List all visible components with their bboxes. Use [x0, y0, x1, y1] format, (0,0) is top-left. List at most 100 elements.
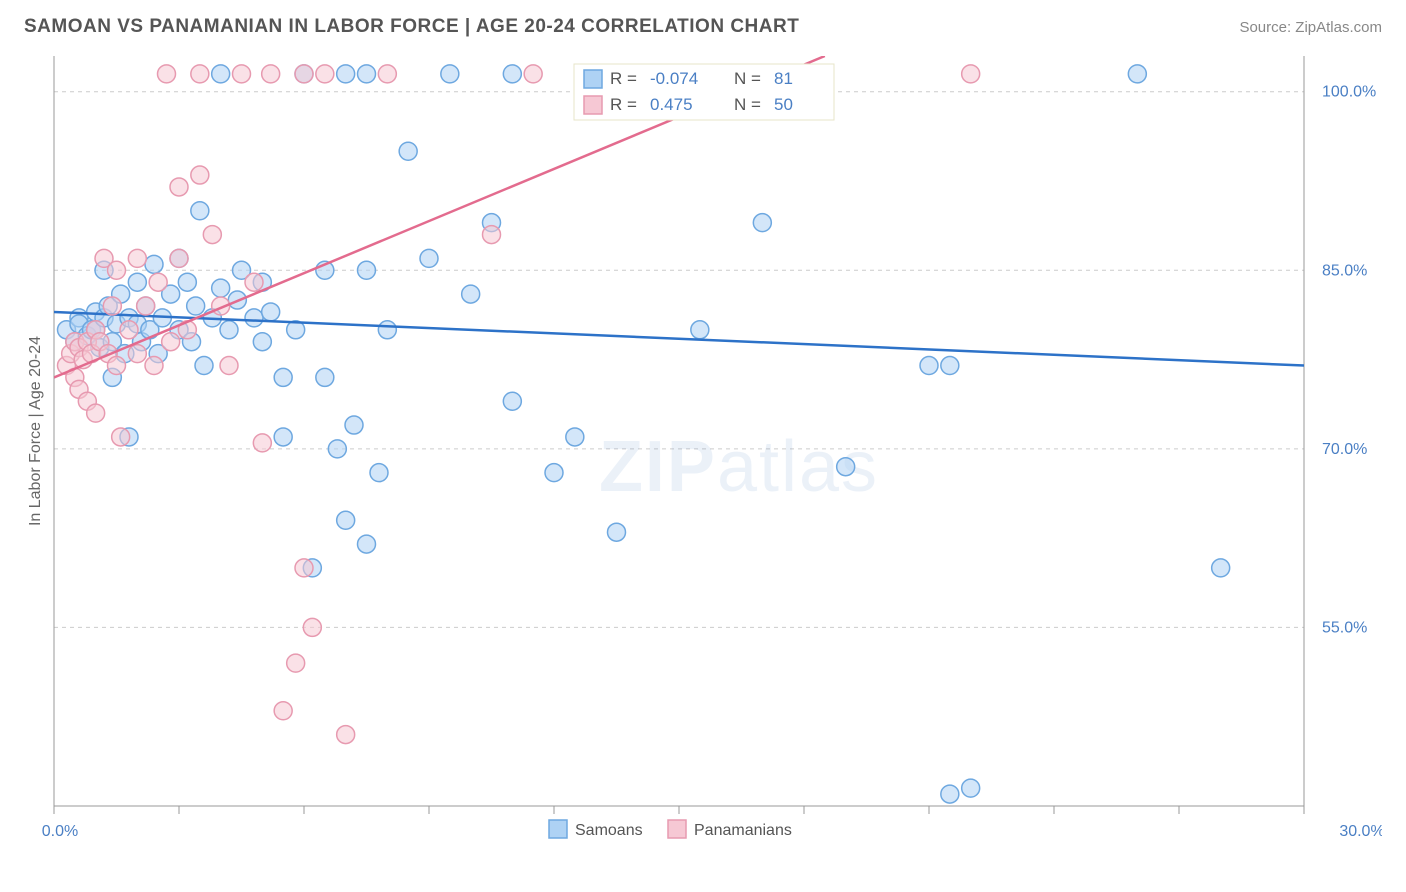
- data-point: [233, 65, 251, 83]
- data-point: [274, 368, 292, 386]
- corr-r-label: R =: [610, 69, 637, 88]
- data-point: [483, 226, 501, 244]
- corr-r-value: -0.074: [650, 69, 698, 88]
- data-point: [358, 261, 376, 279]
- y-tick-label: 55.0%: [1322, 619, 1367, 636]
- data-point: [337, 726, 355, 744]
- data-point: [262, 303, 280, 321]
- data-point: [337, 511, 355, 529]
- data-point: [691, 321, 709, 339]
- legend-label: Panamanians: [694, 822, 792, 839]
- data-point: [120, 321, 138, 339]
- data-point: [566, 428, 584, 446]
- data-point: [203, 226, 221, 244]
- data-point: [378, 321, 396, 339]
- data-point: [191, 166, 209, 184]
- data-point: [220, 321, 238, 339]
- data-point: [191, 202, 209, 220]
- data-point: [941, 357, 959, 375]
- legend-swatch: [584, 70, 602, 88]
- data-point: [399, 142, 417, 160]
- data-point: [378, 65, 396, 83]
- data-point: [274, 428, 292, 446]
- corr-n-label: N =: [734, 95, 761, 114]
- data-point: [112, 428, 130, 446]
- data-point: [503, 65, 521, 83]
- legend-swatch: [549, 820, 567, 838]
- y-axis-label: In Labor Force | Age 20-24: [27, 336, 44, 526]
- y-tick-label: 85.0%: [1322, 262, 1367, 279]
- data-point: [370, 464, 388, 482]
- data-point: [253, 434, 271, 452]
- data-point: [920, 357, 938, 375]
- data-point: [145, 357, 163, 375]
- data-point: [941, 785, 959, 803]
- data-point: [608, 523, 626, 541]
- data-point: [220, 357, 238, 375]
- data-point: [103, 297, 121, 315]
- data-point: [195, 357, 213, 375]
- data-point: [108, 357, 126, 375]
- data-point: [137, 297, 155, 315]
- corr-r-value: 0.475: [650, 95, 693, 114]
- legend-label: Samoans: [575, 822, 643, 839]
- data-point: [274, 702, 292, 720]
- data-point: [158, 65, 176, 83]
- data-point: [162, 333, 180, 351]
- data-point: [245, 309, 263, 327]
- corr-n-label: N =: [734, 69, 761, 88]
- data-point: [503, 392, 521, 410]
- data-point: [295, 559, 313, 577]
- data-point: [187, 297, 205, 315]
- data-point: [87, 404, 105, 422]
- data-point: [962, 779, 980, 797]
- data-point: [145, 255, 163, 273]
- data-point: [316, 65, 334, 83]
- data-point: [253, 333, 271, 351]
- source-label: Source: ZipAtlas.com: [1239, 19, 1382, 36]
- x-label-left: 0.0%: [42, 823, 78, 840]
- x-label-right: 30.0%: [1339, 823, 1382, 840]
- data-point: [212, 279, 230, 297]
- data-point: [524, 65, 542, 83]
- data-point: [328, 440, 346, 458]
- data-point: [191, 65, 209, 83]
- data-point: [128, 273, 146, 291]
- data-point: [149, 273, 167, 291]
- data-point: [128, 345, 146, 363]
- corr-n-value: 81: [774, 69, 793, 88]
- legend-swatch: [668, 820, 686, 838]
- data-point: [1128, 65, 1146, 83]
- legend-swatch: [584, 96, 602, 114]
- data-point: [128, 249, 146, 267]
- data-point: [441, 65, 459, 83]
- data-point: [837, 458, 855, 476]
- data-point: [303, 618, 321, 636]
- data-point: [316, 368, 334, 386]
- data-point: [420, 249, 438, 267]
- data-point: [962, 65, 980, 83]
- data-point: [337, 65, 355, 83]
- data-point: [170, 249, 188, 267]
- data-point: [295, 65, 313, 83]
- data-point: [358, 535, 376, 553]
- data-point: [245, 273, 263, 291]
- data-point: [462, 285, 480, 303]
- scatter-chart: 55.0% 70.0% 85.0% 100.0% 0.0% 30.0% In Labor F…: [24, 46, 1382, 846]
- corr-n-value: 50: [774, 95, 793, 114]
- data-point: [287, 654, 305, 672]
- data-point: [262, 65, 280, 83]
- data-point: [170, 178, 188, 196]
- data-point: [212, 65, 230, 83]
- data-point: [178, 273, 196, 291]
- y-tick-label: 100.0%: [1322, 84, 1376, 101]
- trend-line-samoans: [54, 312, 1304, 366]
- data-point: [358, 65, 376, 83]
- data-point: [345, 416, 363, 434]
- data-point: [753, 214, 771, 232]
- data-point: [545, 464, 563, 482]
- corr-r-label: R =: [610, 95, 637, 114]
- data-point: [1212, 559, 1230, 577]
- y-tick-label: 70.0%: [1322, 441, 1367, 458]
- data-point: [108, 261, 126, 279]
